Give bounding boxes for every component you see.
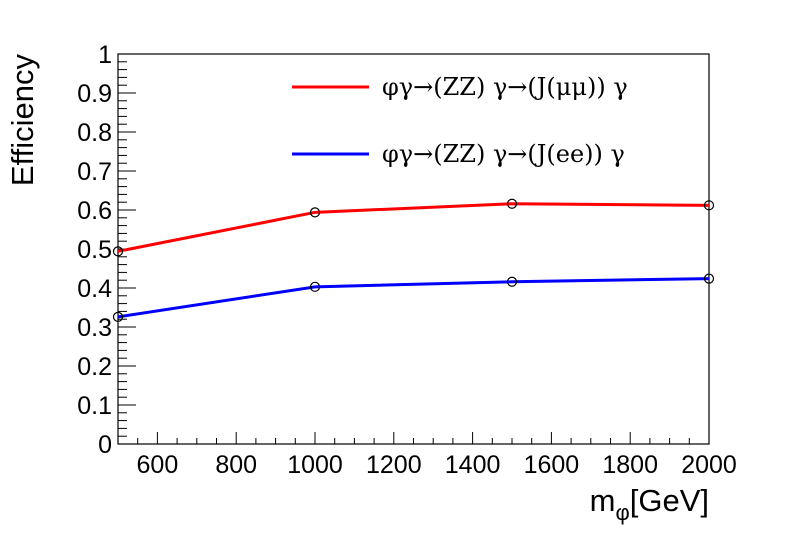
x-axis-ticks: 600 800 1000 1200 1400 1600 1800 2000 [117,432,737,479]
series-1-point [112,246,124,257]
series-1-point [309,207,321,218]
x-axis-title: mφ[GeV] [590,483,709,525]
x-tick-label: 800 [215,451,257,479]
x-axis-title-subscript: φ [615,500,629,525]
y-axis-ticks: 0 0.1 0.2 0.3 0.4 0.5 0.6 0.7 0.8 0.9 1 [77,41,136,459]
legend-label-1: φγ→(ZZ) γ→(J(μμ)) γ [382,73,628,101]
y-tick-label: 0.9 [77,80,112,108]
y-tick-label: 0.4 [77,275,112,303]
legend: φγ→(ZZ) γ→(J(μμ)) γ φγ→(ZZ) γ→(J(ee)) γ [292,73,628,168]
y-tick-label: 1 [98,41,112,69]
series-2-point [506,276,518,287]
y-tick-label: 0.3 [77,314,112,342]
legend-label-2: φγ→(ZZ) γ→(J(ee)) γ [382,140,625,168]
x-axis-title-main: m [590,483,616,518]
series-2-point [703,273,715,284]
series-line-2 [117,277,710,319]
x-tick-label: 1600 [524,451,580,479]
x-tick-label: 600 [137,451,179,479]
series-line-1 [117,202,710,253]
y-tick-label: 0.7 [77,158,112,186]
x-axis-title-unit: [GeV] [630,483,709,518]
y-tick-label: 0.2 [77,353,112,381]
series-2-point [112,311,124,322]
series-2-point [309,281,321,292]
series-layer [112,198,715,322]
x-tick-label: 1200 [366,451,422,479]
plot-frame [117,53,710,445]
x-tick-label: 2000 [681,451,737,479]
y-axis-title: Efficiency [5,54,40,187]
x-tick-label: 1000 [287,451,343,479]
series-1-point [703,200,715,211]
x-tick-label: 1800 [602,451,658,479]
y-tick-label: 0.8 [77,119,112,147]
x-tick-label: 1400 [445,451,501,479]
y-tick-label: 0.1 [77,392,112,420]
y-tick-label: 0 [98,431,112,459]
y-tick-label: 0.5 [77,236,112,264]
series-1-point [506,198,518,209]
y-tick-label: 0.6 [77,197,112,225]
